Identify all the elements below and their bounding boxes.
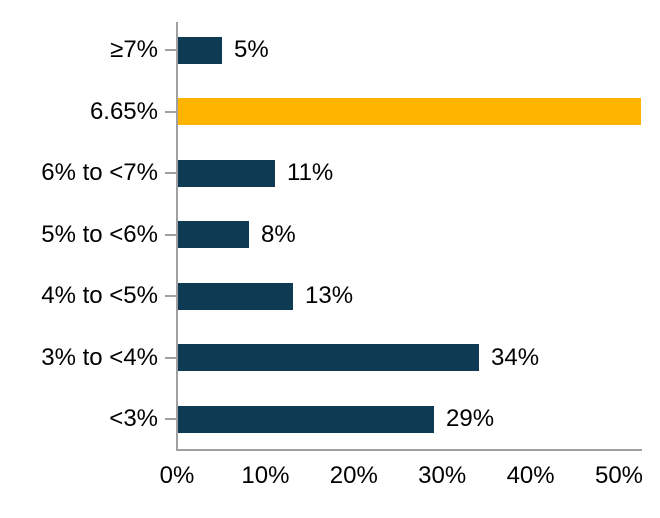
y-axis-tick-mark	[165, 356, 176, 359]
x-axis-tick-label: 10%	[241, 462, 290, 489]
x-axis-tick-label: 50%	[594, 462, 644, 489]
bar	[178, 405, 434, 433]
y-axis-tick-mark	[165, 49, 176, 51]
y-axis-line	[176, 22, 178, 451]
category-label: 4% to <5%	[41, 282, 158, 309]
y-axis-tick-mark	[165, 418, 176, 420]
x-axis-tick-label: 40%	[506, 462, 555, 489]
bar-value-label: 13%	[305, 282, 354, 309]
category-label: 6% to <7%	[41, 159, 158, 186]
bar	[178, 344, 479, 371]
category-label: 6.65%	[89, 97, 158, 125]
bar-value-label: 8%	[261, 220, 296, 248]
x-axis-tick-label: 0%	[159, 462, 195, 489]
x-axis-tick-label: 20%	[329, 462, 378, 489]
y-axis-tick-mark	[165, 172, 176, 174]
y-axis-tick-mark	[165, 110, 176, 113]
x-axis-tick-label: 30%	[418, 462, 467, 489]
category-label: 5% to <6%	[41, 220, 158, 248]
bar-value-label: 5%	[234, 36, 269, 63]
bar	[178, 36, 222, 64]
bar	[178, 221, 249, 248]
bar-value-label: 11%	[287, 159, 334, 186]
bar	[178, 282, 293, 310]
category-label: ≥7%	[110, 36, 158, 63]
bar-value-label: 29%	[446, 405, 495, 432]
bar	[178, 159, 275, 187]
x-axis-line	[176, 449, 642, 451]
category-label: <3%	[109, 405, 158, 432]
y-axis-tick-mark	[165, 295, 176, 297]
bar-value-label: 34%	[491, 343, 540, 371]
y-axis-tick-mark	[165, 233, 176, 236]
category-label: 3% to <4%	[41, 343, 158, 371]
highlight-bar	[178, 98, 641, 125]
